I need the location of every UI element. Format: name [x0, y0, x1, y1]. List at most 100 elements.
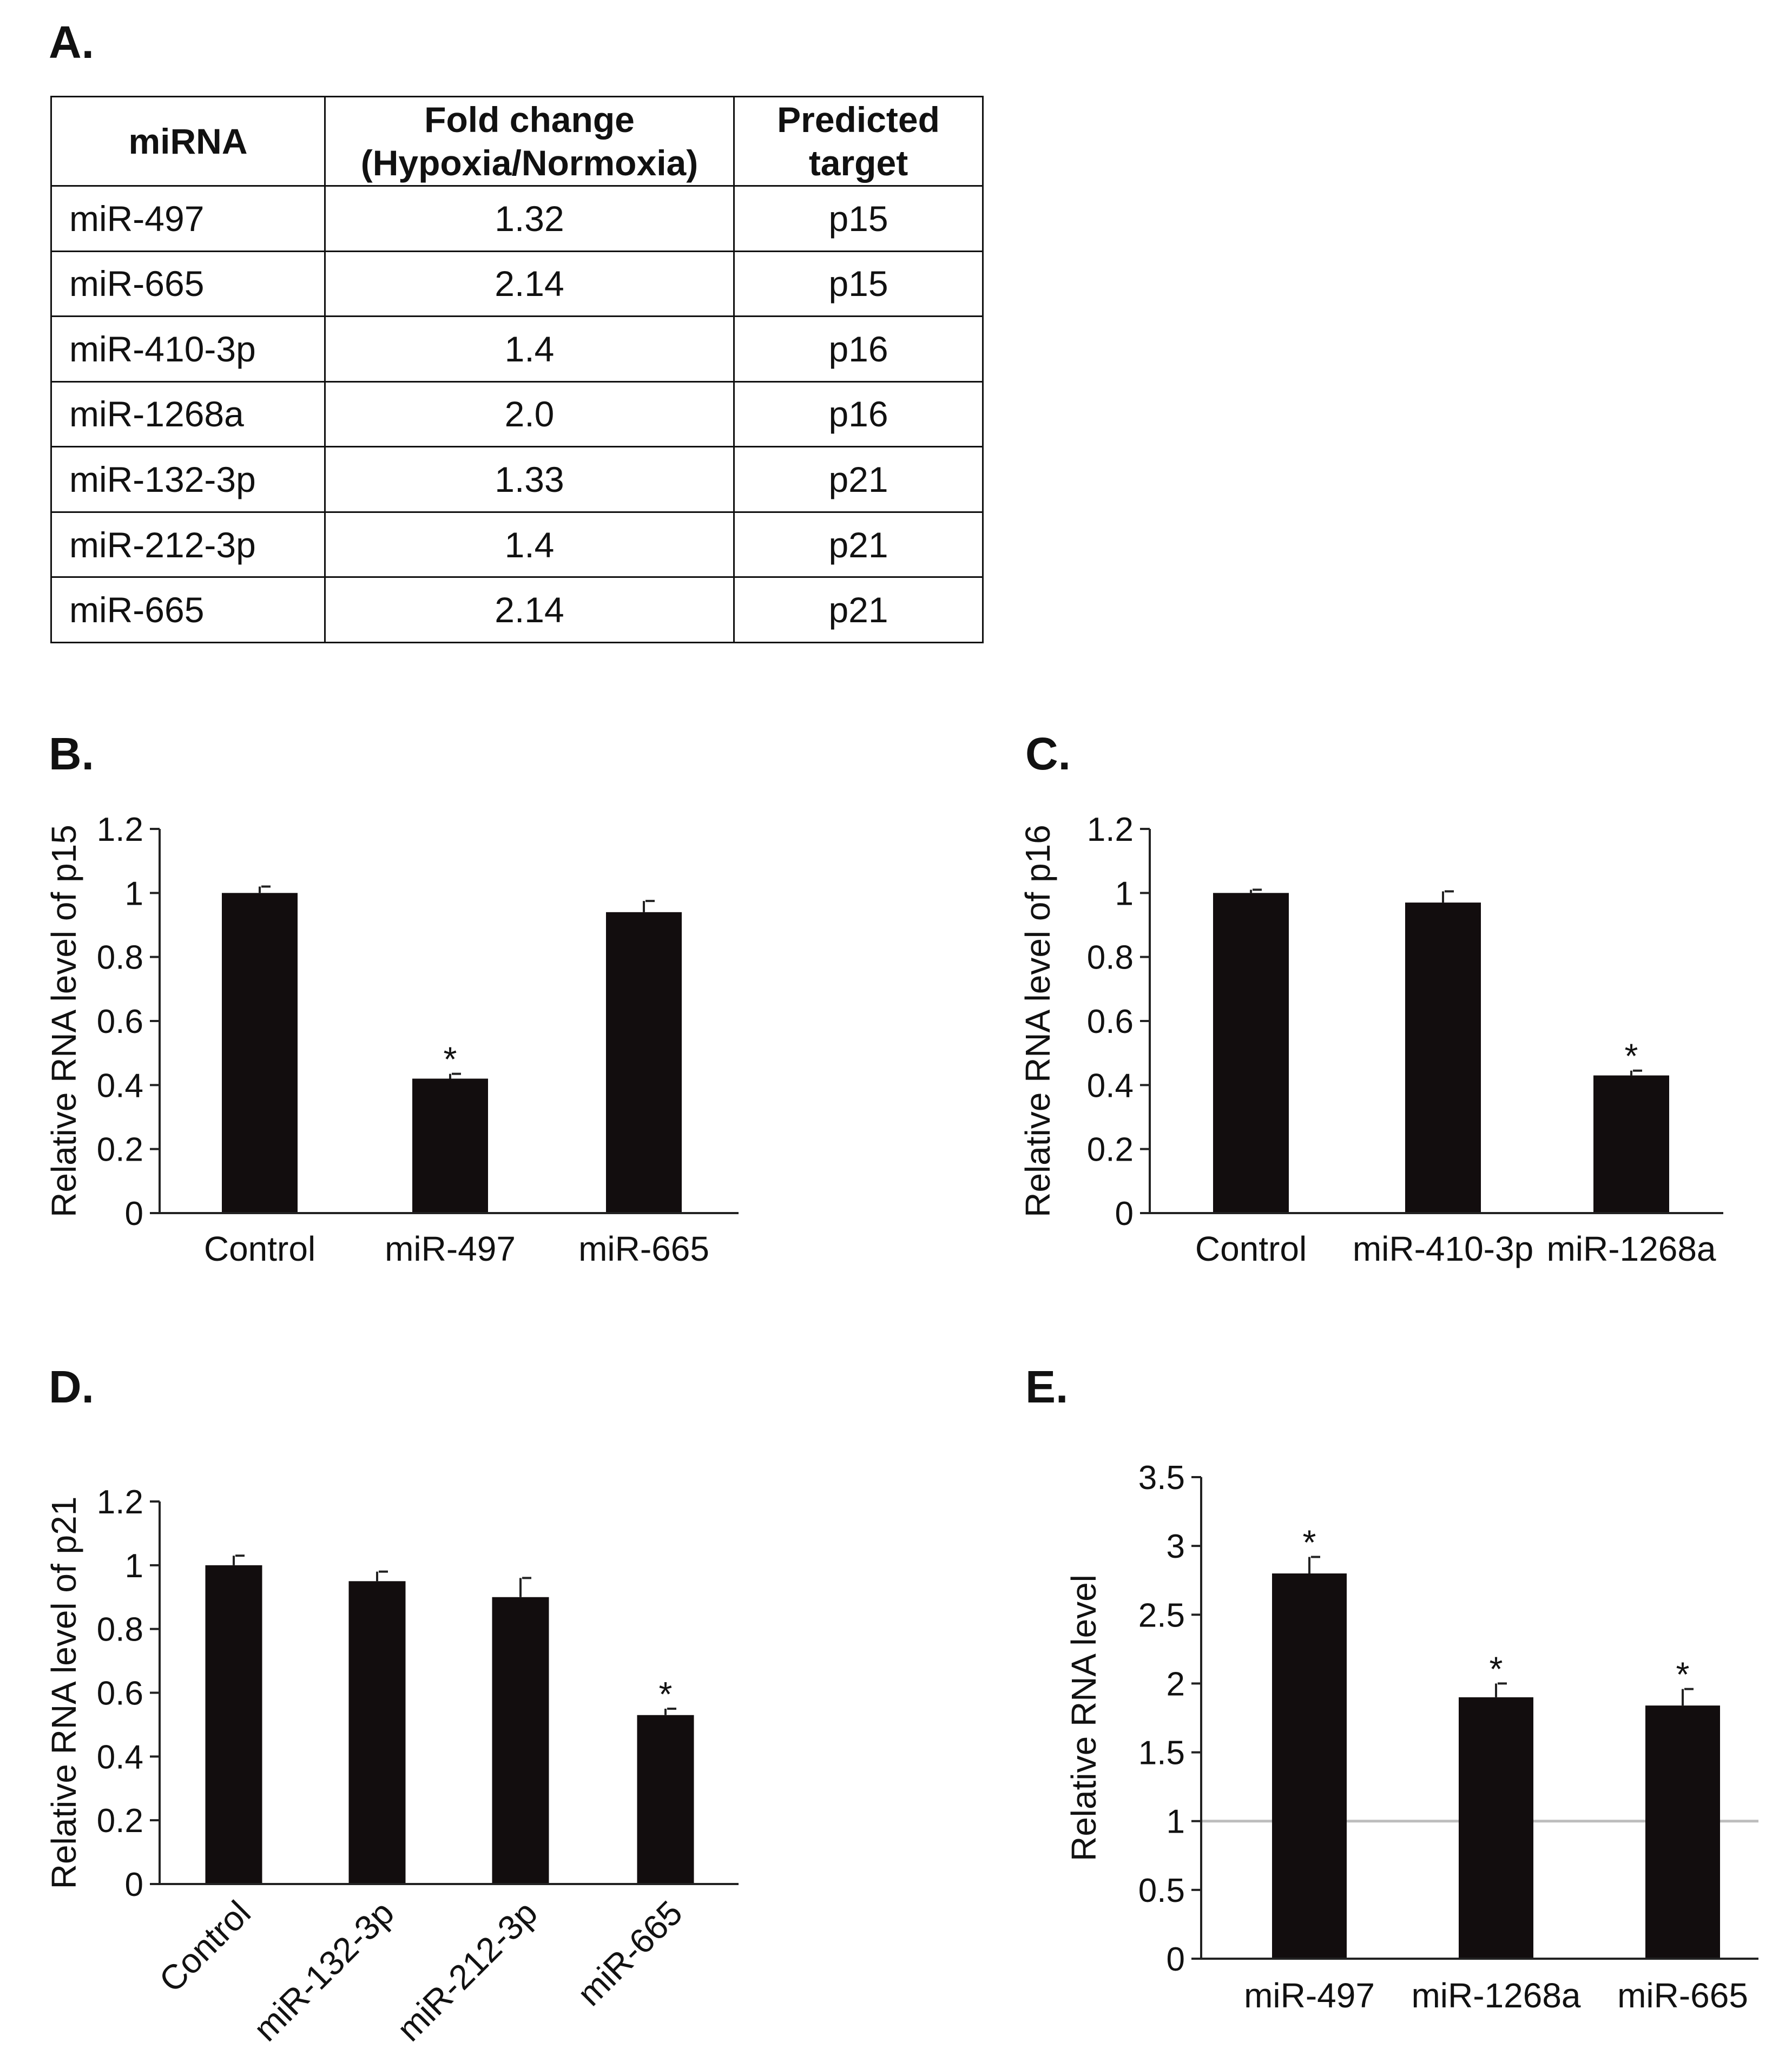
- category-label: miR-1268a: [1411, 1976, 1580, 2015]
- y-tick-label: 0: [125, 1866, 143, 1903]
- cell-target: p21: [733, 446, 984, 513]
- chart-e-relative-rna: * * * 0 0.5 1 1.5 2 2.5 3 3.5 miR-497 miR-1268a miR-6…: [1064, 1459, 1758, 2015]
- significance-star: *: [444, 1040, 457, 1079]
- category-label: miR-132-3p: [246, 1893, 401, 2049]
- cell-fold-change: 1.33: [324, 446, 735, 513]
- y-tick-label: 3: [1167, 1528, 1185, 1565]
- cell-fold-change: 1.4: [324, 315, 735, 383]
- table-row: miR-665 2.14 p21: [50, 576, 984, 643]
- cell-target: p15: [733, 185, 984, 252]
- y-tick-label: 0.2: [97, 1802, 143, 1840]
- table-row: miR-497 1.32 p15: [50, 185, 984, 252]
- cell-fold-change: 1.32: [324, 185, 735, 252]
- cell-mirna: miR-212-3p: [50, 511, 326, 578]
- y-tick-label: 0.8: [97, 939, 143, 977]
- header-fold-change-line1: Fold change: [424, 100, 635, 140]
- bar-mir-1268a: [1459, 1697, 1533, 1959]
- cell-fold-change: 2.14: [324, 250, 735, 318]
- y-tick-label: 0.2: [1087, 1131, 1134, 1169]
- header-fold-change-line2: (Hypoxia/Normoxia): [360, 143, 699, 183]
- header-predicted-target: Predicted target: [733, 96, 984, 187]
- y-tick-label: 2.5: [1138, 1597, 1185, 1634]
- y-tick-label: 1: [125, 1547, 143, 1585]
- cell-target: p16: [733, 380, 984, 448]
- category-label: miR-212-3p: [390, 1893, 545, 2049]
- y-axis-title: Relative RNA level of p21: [44, 1497, 83, 1889]
- y-axis-title: Relative RNA level: [1064, 1575, 1103, 1861]
- y-tick-label: 0.8: [97, 1611, 143, 1649]
- y-tick-label: 0.2: [97, 1131, 143, 1169]
- bar-mir-1268a: [1593, 1075, 1669, 1213]
- bar-mir-497: [1272, 1573, 1347, 1959]
- y-tick-label: 1: [1115, 875, 1134, 912]
- category-label: miR-497: [385, 1229, 516, 1268]
- panel-label-a: A.: [49, 17, 94, 68]
- chart-b-p15: * 0 0.2 0.4 0.6 0.8 1 1.2 Control miR-497 miR-665 R…: [44, 811, 739, 1268]
- cell-target: p16: [733, 315, 984, 383]
- y-tick-label: 1.2: [1087, 811, 1134, 848]
- panel-label-b: B.: [49, 728, 94, 779]
- category-label: miR-665: [570, 1893, 690, 2013]
- cell-fold-change: 2.0: [324, 380, 735, 448]
- bar-mir-665: [637, 1715, 694, 1884]
- mirna-table: miRNA Fold change (Hypoxia/Normoxia) Pre…: [50, 96, 984, 643]
- y-tick-label: 1: [125, 875, 143, 912]
- bar-mir-132-3p: [348, 1581, 406, 1884]
- category-label: miR-665: [578, 1229, 709, 1268]
- cell-target: p15: [733, 250, 984, 318]
- y-tick-label: 1: [1167, 1803, 1185, 1841]
- table-row: miR-410-3p 1.4 p16: [50, 315, 984, 383]
- panel-label-c: C.: [1025, 728, 1071, 779]
- cell-fold-change: 2.14: [324, 576, 735, 643]
- bar-mir-665: [606, 912, 682, 1213]
- cell-mirna: miR-1268a: [50, 380, 326, 448]
- y-tick-label: 0.6: [97, 1003, 143, 1040]
- category-label: miR-665: [1617, 1976, 1748, 2015]
- cell-mirna: miR-497: [50, 185, 326, 252]
- y-tick-label: 2: [1167, 1665, 1185, 1703]
- cell-target: p21: [733, 511, 984, 578]
- panel-label-d: D.: [49, 1361, 94, 1412]
- table-row: miR-665 2.14 p15: [50, 250, 984, 318]
- table-row: miR-1268a 2.0 p16: [50, 380, 984, 448]
- chart-c-p16: * 0 0.2 0.4 0.6 0.8 1 1.2 Control miR-410-3p miR-1…: [1018, 811, 1723, 1268]
- cell-fold-change: 1.4: [324, 511, 735, 578]
- y-tick-label: 0.4: [1087, 1067, 1134, 1104]
- y-tick-label: 0.6: [97, 1675, 143, 1713]
- bar-mir-665: [1645, 1705, 1720, 1959]
- category-label: Control: [1195, 1229, 1307, 1268]
- y-tick-label: 0: [1115, 1195, 1134, 1233]
- significance-star: *: [659, 1675, 673, 1714]
- y-axis-title: Relative RNA level of p15: [44, 825, 83, 1217]
- significance-star: *: [1625, 1037, 1638, 1076]
- category-label: miR-497: [1244, 1976, 1375, 2015]
- cell-target: p21: [733, 576, 984, 643]
- panel-label-e: E.: [1025, 1361, 1069, 1412]
- bar-control: [205, 1565, 262, 1884]
- significance-star: *: [1490, 1649, 1503, 1688]
- y-tick-label: 0.5: [1138, 1872, 1185, 1909]
- y-tick-label: 0: [1167, 1941, 1185, 1978]
- table-row: miR-212-3p 1.4 p21: [50, 511, 984, 578]
- category-label: miR-410-3p: [1353, 1229, 1533, 1268]
- cell-mirna: miR-132-3p: [50, 446, 326, 513]
- chart-d-p21: * 0 0.2 0.4 0.6 0.8 1 1.2 ControlmiR-132-3pmiR-2…: [44, 1484, 739, 2049]
- y-tick-label: 0.6: [1087, 1003, 1134, 1040]
- table-header-row: miRNA Fold change (Hypoxia/Normoxia) Pre…: [50, 96, 984, 187]
- y-tick-label: 1.2: [97, 1484, 143, 1521]
- category-label: Control: [151, 1893, 258, 2000]
- header-predicted-line1: Predicted: [777, 100, 940, 140]
- bar-mir-410-3p: [1405, 903, 1481, 1213]
- y-tick-label: 1.2: [97, 811, 143, 848]
- bar-mir-497: [412, 1078, 488, 1213]
- y-tick-label: 3.5: [1138, 1459, 1185, 1497]
- category-label: Control: [204, 1229, 315, 1268]
- y-tick-label: 0.8: [1087, 939, 1134, 977]
- y-tick-label: 0.4: [97, 1738, 143, 1776]
- y-axis-title: Relative RNA level of p16: [1018, 825, 1057, 1217]
- category-label: miR-1268a: [1546, 1229, 1716, 1268]
- significance-star: *: [1676, 1655, 1690, 1694]
- header-fold-change: Fold change (Hypoxia/Normoxia): [324, 96, 735, 187]
- y-tick-label: 1.5: [1138, 1735, 1185, 1772]
- significance-star: *: [1303, 1523, 1316, 1562]
